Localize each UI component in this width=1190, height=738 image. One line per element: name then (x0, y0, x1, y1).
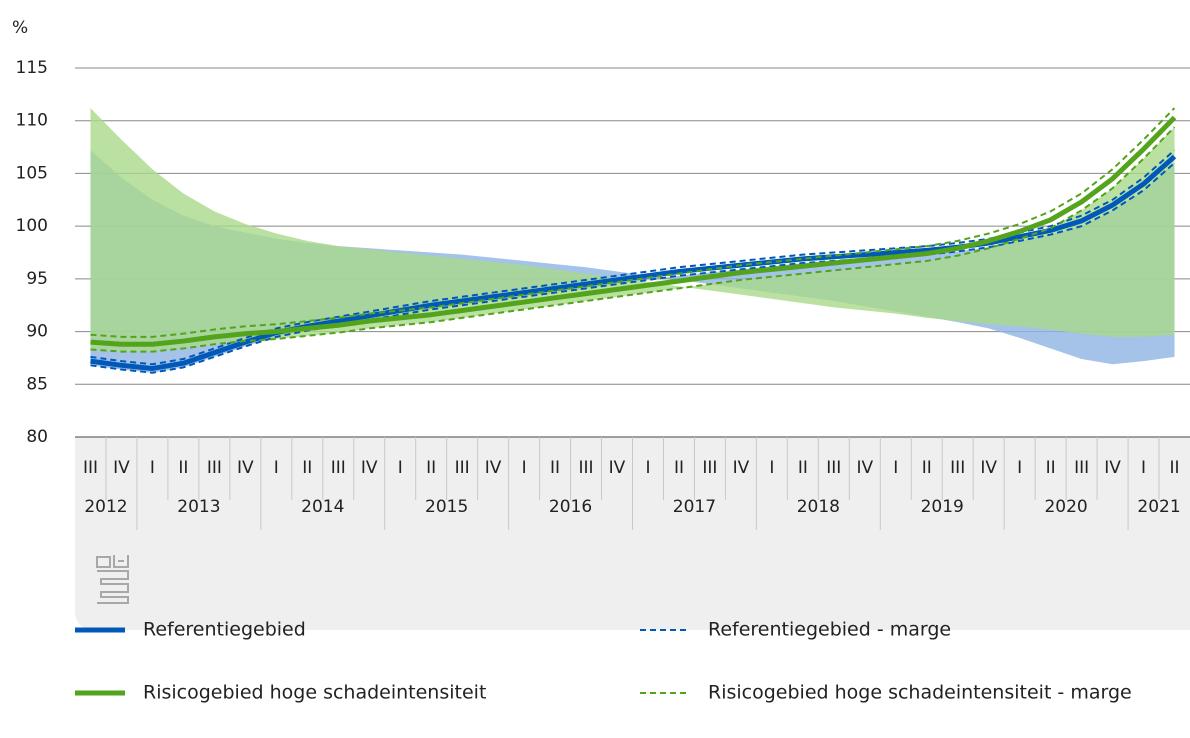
year-label: 2013 (177, 497, 220, 517)
year-label: 2017 (673, 497, 716, 517)
logo (96, 555, 129, 604)
x-tick-label: IV (1104, 458, 1121, 478)
x-tick-label: III (579, 458, 594, 478)
legend-label: Risicogebied hoge schadeintensiteit - ma… (708, 682, 1132, 704)
x-tick-label: I (769, 458, 774, 478)
legend-label: Risicogebied hoge schadeintensiteit (143, 682, 486, 704)
year-label: 2021 (1137, 497, 1180, 517)
y-tick-label: 85 (26, 374, 48, 394)
x-tick-label: I (1141, 458, 1146, 478)
y-tick-label: 95 (26, 269, 48, 289)
x-tick-label: II (1169, 458, 1179, 478)
x-tick-label: III (702, 458, 717, 478)
legend-label: Referentiegebied - marge (708, 619, 951, 641)
x-tick-label: III (83, 458, 98, 478)
x-tick-label: IV (856, 458, 873, 478)
x-tick-label: IV (237, 458, 254, 478)
margin-line (90, 107, 1176, 338)
x-tick-label: I (274, 458, 279, 478)
x-tick-label: III (826, 458, 841, 478)
legend-label: Referentiegebied (143, 619, 306, 641)
x-tick-label: II (302, 458, 312, 478)
y-tick-label: 100 (16, 216, 48, 236)
x-tick-label: III (1074, 458, 1089, 478)
y-tick-label: 110 (16, 111, 48, 131)
x-tick-label: I (893, 458, 898, 478)
x-tick-label: II (426, 458, 436, 478)
year-label: 2016 (549, 497, 592, 517)
x-tick-label: IV (980, 458, 997, 478)
y-tick-label: 105 (16, 163, 48, 183)
y-tick-label: 80 (26, 427, 48, 447)
margin-line (90, 126, 1176, 353)
year-label: 2015 (425, 497, 468, 517)
year-label: 2019 (921, 497, 964, 517)
x-tick-label: I (522, 458, 527, 478)
year-label: 2014 (301, 497, 344, 517)
x-tick-label: I (150, 458, 155, 478)
x-tick-label: III (455, 458, 470, 478)
series-line (90, 115, 1177, 347)
y-axis-label: % (12, 18, 28, 38)
x-tick-label: I (398, 458, 403, 478)
x-tick-label: III (950, 458, 965, 478)
x-tick-label: IV (733, 458, 750, 478)
x-tick-label: II (550, 458, 560, 478)
x-tick-label: II (674, 458, 684, 478)
x-tick-label: IV (361, 458, 378, 478)
x-tick-label: II (798, 458, 808, 478)
x-tick-label: III (331, 458, 346, 478)
x-tick-label: IV (113, 458, 130, 478)
year-label: 2012 (84, 497, 127, 517)
year-label: 2018 (797, 497, 840, 517)
x-tick-label: I (645, 458, 650, 478)
y-tick-label: 90 (26, 322, 48, 342)
year-label: 2020 (1044, 497, 1087, 517)
x-tick-label: II (922, 458, 932, 478)
x-tick-label: IV (609, 458, 626, 478)
x-tick-label: II (1046, 458, 1056, 478)
x-tick-label: III (207, 458, 222, 478)
x-tick-label: II (178, 458, 188, 478)
margin-band (90, 108, 1175, 352)
x-tick-label: I (1017, 458, 1022, 478)
x-tick-label: IV (485, 458, 502, 478)
y-tick-label: 115 (16, 58, 48, 78)
